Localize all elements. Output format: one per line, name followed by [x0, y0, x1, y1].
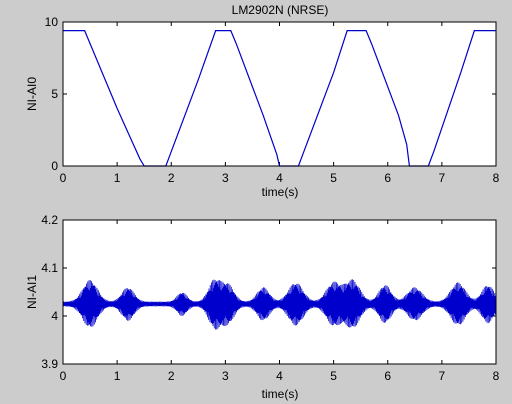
- x-tick-label: 7: [439, 171, 446, 185]
- plot-frame: [62, 219, 497, 365]
- plot-ni-ai0: LM2902N (NRSE) 0 1 2 3 4 5 6 7 8 0 5 10 time(s) NI-…: [25, 3, 500, 199]
- y-tick-label: 5: [51, 87, 58, 101]
- x-tick-label: 1: [114, 369, 121, 383]
- x-tick-label: 6: [384, 369, 391, 383]
- y-tick-label: 10: [45, 15, 59, 29]
- x-tick-label: 6: [384, 171, 391, 185]
- y-tick-label: 3.9: [41, 357, 58, 371]
- y-axis-label: NI-AI0: [25, 77, 39, 111]
- plot-ni-ai1: 0 1 2 3 4 5 6 7 8 3.9 4 4.1 4.2 time(s) NI-AI1: [25, 213, 500, 401]
- x-tick-label: 4: [276, 369, 283, 383]
- x-tick-label: 5: [330, 171, 337, 185]
- y-tick-label: 4.2: [41, 213, 58, 227]
- y-tick-label: 4: [51, 309, 58, 323]
- plot-frame: [62, 21, 497, 167]
- x-tick-label: 5: [330, 369, 337, 383]
- series-line-ni-ai1: [62, 279, 497, 330]
- x-tick-label: 4: [276, 171, 283, 185]
- x-tick-label: 0: [60, 171, 67, 185]
- x-tick-label: 8: [493, 369, 500, 383]
- x-tick-label: 1: [114, 171, 121, 185]
- x-axis-label: time(s): [262, 185, 299, 199]
- x-tick-label: 2: [168, 171, 175, 185]
- x-tick-label: 0: [60, 369, 67, 383]
- y-tick-label: 4.1: [41, 261, 58, 275]
- x-tick-label: 8: [493, 171, 500, 185]
- x-tick-label: 2: [168, 369, 175, 383]
- y-axis-label: NI-AI1: [25, 275, 39, 309]
- axis-ticks: 0 1 2 3 4 5 6 7 8 3.9 4 4.1 4.2: [41, 213, 499, 383]
- x-tick-label: 3: [222, 369, 229, 383]
- x-tick-label: 7: [439, 369, 446, 383]
- x-axis-label: time(s): [262, 387, 299, 401]
- chart-title: LM2902N (NRSE): [232, 3, 329, 17]
- y-tick-label: 0: [51, 159, 58, 173]
- x-tick-label: 3: [222, 171, 229, 185]
- plot-area: [63, 220, 496, 364]
- plot-area: [63, 22, 496, 166]
